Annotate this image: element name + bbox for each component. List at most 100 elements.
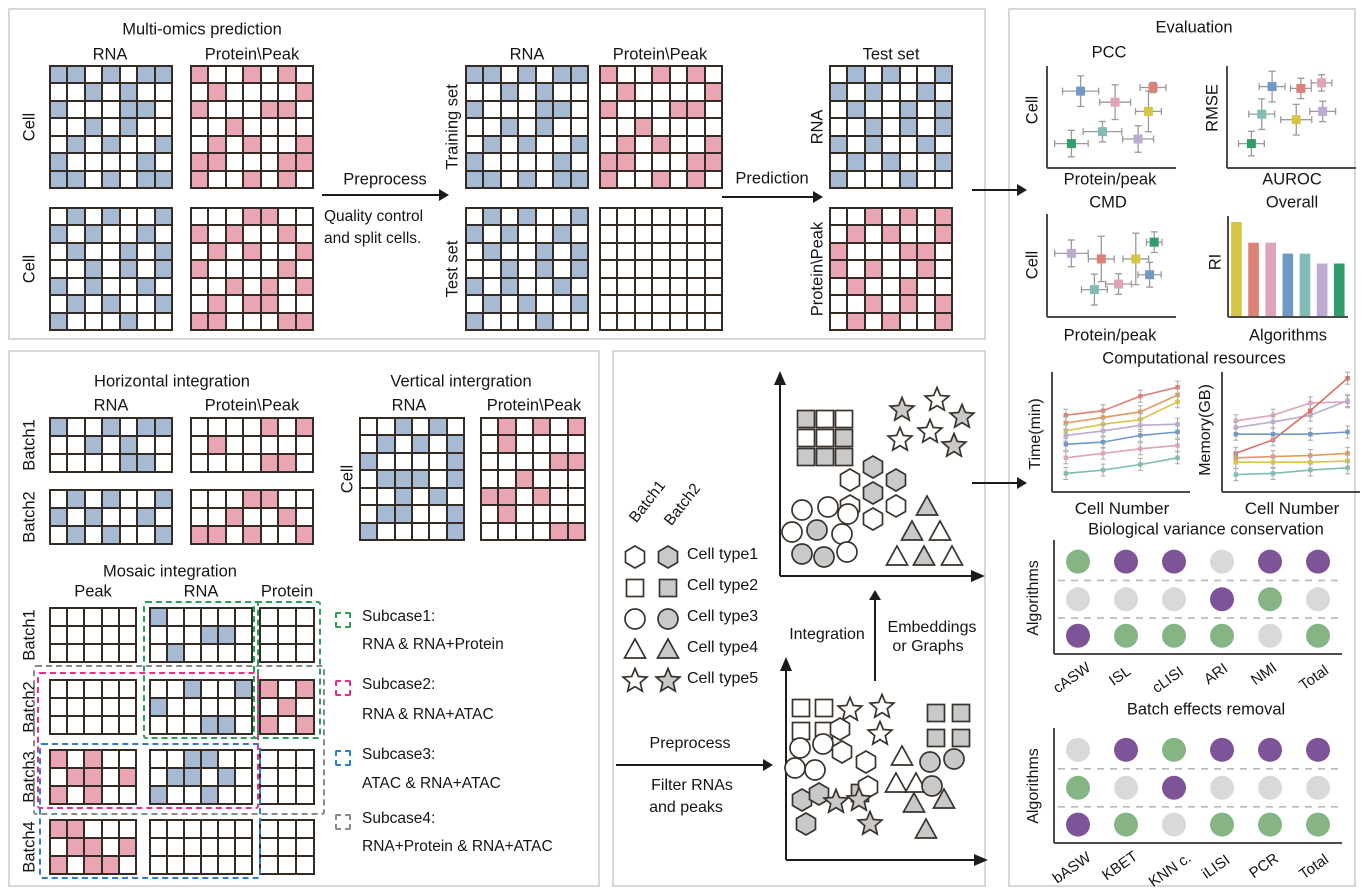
line-series (1065, 394, 1178, 424)
matrix-cell (484, 261, 500, 277)
matrix-cell (68, 296, 84, 312)
matrix-cell (900, 243, 917, 260)
metric-dot (1066, 775, 1090, 800)
matrix-cell (296, 136, 312, 153)
matrix-cell (68, 101, 84, 118)
matrix-cell (209, 527, 225, 543)
matrix-cell (51, 627, 67, 643)
matrix-cell (571, 226, 587, 242)
matrix-cell (120, 296, 137, 312)
matrix-cell (395, 436, 411, 452)
matrix-cell (202, 681, 217, 697)
matrix-cell (192, 136, 208, 153)
matrix-cell (51, 67, 67, 83)
matrix-h-batch1-rna (49, 417, 173, 473)
matrix-cell (226, 527, 243, 543)
matrix-cell (68, 67, 84, 83)
matrix-cell (168, 699, 183, 715)
matrix-cell (831, 171, 847, 187)
matrix-cell (279, 278, 295, 295)
matrix-cell (120, 491, 137, 507)
matrix-cell (168, 787, 183, 803)
matrix-cell (705, 136, 721, 153)
v-protein-peak-header: Protein\Peak (486, 396, 582, 415)
metric-dot (1162, 737, 1186, 762)
matrix-cell (226, 509, 243, 525)
column-header-rna: RNA (92, 45, 128, 64)
matrix-cell (192, 101, 208, 118)
matrix-cell (554, 84, 570, 100)
matrix-cell (192, 67, 208, 83)
matrix-cell (261, 437, 278, 453)
matrix-cell (848, 84, 864, 100)
matrix-cell (571, 67, 587, 83)
matrix-cell (226, 455, 243, 471)
metric-dot (1258, 587, 1282, 612)
matrix-cell (119, 627, 135, 643)
matrix-cell (51, 313, 67, 329)
matrix-cell (192, 243, 208, 260)
matrix-cell (635, 136, 652, 153)
scatter-point (1296, 83, 1306, 93)
matrix-cell (120, 136, 137, 153)
matrix-cell (467, 261, 483, 277)
matrix-cell (297, 645, 313, 661)
hexagon-white-icon (621, 542, 649, 570)
matrix-cell (236, 839, 251, 855)
matrix-cell (501, 296, 518, 312)
matrix-cell (51, 209, 67, 225)
matrix-cell (51, 278, 67, 295)
line-series (1235, 377, 1349, 455)
matrix-cell (900, 278, 917, 295)
matrix-cell (85, 491, 102, 507)
matrix-cell (226, 243, 243, 260)
matrix-cell (883, 226, 899, 242)
vertical-integration-title: Vertical intergration (390, 372, 532, 391)
matrix-cell (900, 296, 917, 312)
matrix-cell (51, 839, 67, 855)
matrix-cell (279, 243, 295, 260)
matrix-cell (447, 453, 463, 470)
matrix-mosaic-b1-peak (49, 607, 137, 663)
subcase3-label: Subcase3: (362, 746, 436, 763)
matrix-cell (51, 609, 67, 625)
matrix-cell (467, 84, 483, 100)
line-series (1065, 457, 1178, 475)
matrix-cell (705, 209, 721, 225)
matrix-cell (618, 171, 634, 187)
matrix-cell (653, 101, 669, 118)
matrix-cell (554, 313, 570, 329)
triangle-white-icon (621, 635, 649, 663)
matrix-cell (536, 171, 553, 187)
matrix-cell (85, 154, 102, 170)
output-rna-label: RNA (808, 109, 827, 145)
matrix-cell (554, 67, 570, 83)
pcc-scatter-chart (1038, 60, 1178, 178)
matrix-cell (865, 278, 882, 295)
matrix-cell (918, 209, 934, 225)
matrix-cell (618, 84, 634, 100)
pcc-xlabel: Protein/peak (1063, 170, 1157, 189)
matrix-cell (168, 857, 183, 873)
matrix-cell (533, 471, 550, 487)
matrix-cell (705, 119, 721, 135)
matrix-cell (85, 455, 102, 471)
matrix-cell (554, 119, 570, 135)
matrix-cell (412, 419, 429, 435)
matrix-cell (85, 101, 102, 118)
matrix-cell (705, 226, 721, 242)
matrix-cell (554, 171, 570, 187)
matrix-cell (482, 523, 498, 539)
matrix-cell (68, 119, 84, 135)
matrix-cell (831, 84, 847, 100)
matrix-mosaic-b3-rna (149, 749, 253, 805)
matrix-cell (653, 119, 669, 135)
matrix-cell (185, 645, 200, 661)
matrix-cell (219, 857, 234, 873)
matrix-cell (601, 296, 617, 312)
matrix-cell (482, 471, 498, 487)
matrix-cell (865, 261, 882, 277)
matrix-cell (51, 769, 67, 785)
matrix-cell (705, 243, 721, 260)
matrix-cell (120, 261, 137, 277)
